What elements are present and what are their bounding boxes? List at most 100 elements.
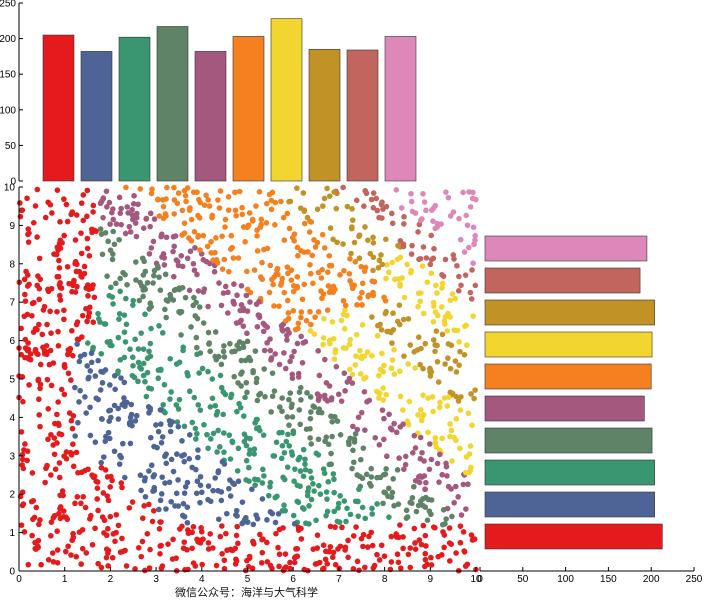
scatter-point [63, 514, 69, 520]
scatter-point [369, 505, 375, 512]
scatter-point [462, 563, 469, 569]
scatter-point [285, 310, 292, 316]
scatter-point [434, 224, 440, 230]
scatter-point [330, 289, 337, 296]
scatter-point [326, 262, 333, 269]
scatter-point [148, 386, 155, 392]
scatter-point [197, 247, 203, 253]
scatter-point [199, 489, 205, 496]
top-bar [118, 36, 151, 182]
scatter-point [206, 340, 213, 346]
scatter-point [50, 559, 57, 565]
scatter-point [220, 411, 226, 418]
scatter-point [91, 294, 98, 301]
scatter-point [369, 278, 376, 284]
scatter-point [378, 327, 385, 333]
scatter-point [179, 438, 185, 444]
scatter-point [342, 388, 348, 394]
scatter-point [94, 496, 100, 502]
scatter-point [36, 321, 42, 328]
scatter-point [61, 196, 67, 202]
main-y-tick-label: 1 [9, 528, 15, 539]
scatter-point [405, 421, 412, 428]
scatter-point [194, 430, 200, 437]
scatter-point [389, 426, 395, 433]
scatter-point [356, 255, 363, 262]
right-bar [484, 267, 641, 294]
scatter-point [228, 391, 235, 398]
scatter-point [165, 541, 171, 547]
scatter-point [150, 488, 156, 494]
scatter-point [135, 346, 142, 352]
scatter-point [32, 203, 39, 209]
scatter-point [61, 391, 68, 398]
scatter-point [281, 565, 288, 572]
scatter-point [289, 401, 295, 407]
scatter-point [97, 200, 104, 207]
scatter-point [472, 237, 478, 243]
scatter-point [212, 329, 219, 335]
scatter-point [61, 232, 67, 239]
scatter-point [194, 351, 200, 358]
scatter-point [448, 427, 455, 434]
scatter-point [349, 206, 355, 212]
scatter-point [312, 561, 319, 567]
top-bar [156, 26, 189, 182]
scatter-point [427, 261, 434, 268]
scatter-point [284, 297, 291, 304]
scatter-point [179, 207, 186, 214]
scatter-point [107, 513, 114, 520]
scatter-point [420, 244, 427, 250]
scatter-point [294, 273, 301, 280]
scatter-point [126, 505, 133, 511]
scatter-point [306, 229, 313, 235]
scatter-point [122, 339, 129, 345]
scatter-point [56, 422, 62, 429]
scatter-point [332, 524, 338, 530]
scatter-point [19, 451, 26, 458]
scatter-point [97, 226, 104, 232]
scatter-point [401, 353, 407, 359]
main-y-tick-label: 2 [9, 490, 15, 501]
scatter-point [291, 478, 297, 485]
scatter-point [19, 502, 26, 509]
scatter-point [289, 353, 295, 360]
scatter-point [441, 532, 448, 538]
scatter-point [233, 212, 239, 219]
scatter-point [147, 223, 153, 230]
scatter-point [115, 522, 122, 529]
scatter-point [112, 538, 118, 545]
scatter-point [210, 257, 216, 264]
scatter-point [105, 547, 112, 554]
scatter-point [173, 490, 180, 497]
scatter-point [68, 377, 74, 383]
scatter-point [81, 263, 88, 270]
scatter-point [117, 357, 124, 363]
scatter-point [63, 455, 70, 462]
scatter-point [98, 564, 105, 571]
scatter-point [297, 384, 304, 391]
scatter-point [247, 289, 254, 296]
main-x-tick-label: 9 [428, 574, 434, 585]
scatter-point [422, 556, 429, 563]
scatter-point [19, 462, 25, 468]
scatter-point [285, 431, 291, 438]
scatter-point [188, 238, 195, 244]
scatter-point [65, 347, 72, 353]
scatter-point [140, 293, 146, 300]
scatter-point [163, 234, 170, 241]
scatter-point [345, 554, 351, 561]
scatter-point [238, 383, 244, 389]
scatter-point [118, 221, 125, 228]
scatter-point [369, 352, 375, 359]
scatter-point [250, 521, 257, 528]
scatter-point [254, 397, 261, 404]
scatter-point [78, 230, 84, 236]
top-bar [42, 34, 75, 182]
scatter-point [454, 327, 461, 334]
scatter-point [228, 232, 235, 239]
scatter-point [415, 334, 422, 341]
scatter-point [115, 368, 121, 374]
scatter-point [72, 500, 78, 507]
